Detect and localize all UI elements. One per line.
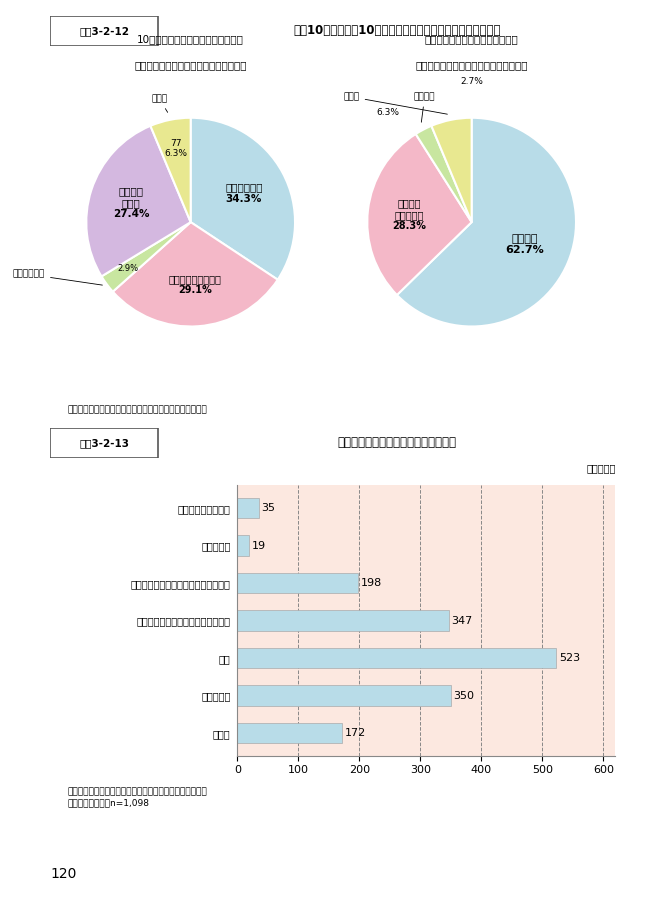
Text: 2.7%: 2.7% [460,77,483,86]
Text: 把握して
いない
27.4%: 把握して いない 27.4% [113,186,149,219]
Text: 無回答: 無回答 [344,93,448,114]
Text: （回答数）: （回答数） [586,463,615,473]
Text: 図表3-2-13: 図表3-2-13 [80,438,129,448]
Wedge shape [191,118,295,279]
Text: 172: 172 [345,728,366,738]
Text: 2.9%: 2.9% [117,264,138,273]
Wedge shape [86,125,191,277]
Text: 減少する: 減少する [414,93,436,122]
Wedge shape [415,125,472,223]
Text: 資料：国土交通省「空き地等に関する自治体アンケート」
　注：複数回答、n=1,098: 資料：国土交通省「空き地等に関する自治体アンケート」 注：複数回答、n=1,09… [68,788,207,807]
Text: 減少している: 減少している [13,270,102,285]
Text: 523: 523 [559,653,580,663]
Text: 6.3%: 6.3% [377,108,399,117]
Text: 図表3-2-12: 図表3-2-12 [80,26,129,36]
Text: ほとんど
変わらない
28.3%: ほとんど 変わらない 28.3% [393,198,426,232]
Text: 現在と比較した「管理水準が低下: 現在と比較した「管理水準が低下 [425,35,518,45]
Wedge shape [151,118,191,223]
Wedge shape [397,118,576,326]
Text: 最近10年間・今後10年間の管理水準が低下した空き地の推移: 最近10年間・今後10年間の管理水準が低下した空き地の推移 [293,24,501,38]
Text: 増加する
62.7%: 増加する 62.7% [505,234,544,256]
Bar [237,535,249,556]
Text: 19: 19 [252,540,266,551]
Wedge shape [102,223,191,291]
Text: 77
6.3%: 77 6.3% [165,138,187,158]
Bar [50,428,159,458]
Text: 管理水準が低下した空き地の発生地域: 管理水準が低下した空き地の発生地域 [337,436,456,450]
Text: （雑草繁茂）した空き地」の件数の変化: （雑草繁茂）した空き地」の件数の変化 [134,60,247,71]
Text: ほとんど変わらない
29.1%: ほとんど変わらない 29.1% [169,274,221,295]
Bar [237,648,557,669]
Bar [237,685,451,706]
Bar [237,723,343,744]
Bar [237,610,449,631]
Wedge shape [432,118,472,223]
Text: 増加している
34.3%: 増加している 34.3% [225,182,263,204]
Bar [50,16,159,46]
Text: 無回答: 無回答 [151,94,168,113]
Text: 347: 347 [452,616,473,626]
Text: 350: 350 [454,691,474,701]
Text: 10年前と比較した「管理水準が低下: 10年前と比較した「管理水準が低下 [137,35,244,45]
Text: 35: 35 [262,503,275,513]
Bar [237,497,259,518]
Text: （雑草繁茂）した空き地」の面積の変化: （雑草繁茂）した空き地」の面積の変化 [415,60,528,71]
Text: 198: 198 [361,578,382,588]
Wedge shape [113,223,278,326]
Text: 120: 120 [50,867,76,881]
Text: 資料：国土交通省「空き地等に関する自治体アンケート」: 資料：国土交通省「空き地等に関する自治体アンケート」 [68,406,207,415]
Wedge shape [367,134,472,295]
Bar [237,572,358,594]
